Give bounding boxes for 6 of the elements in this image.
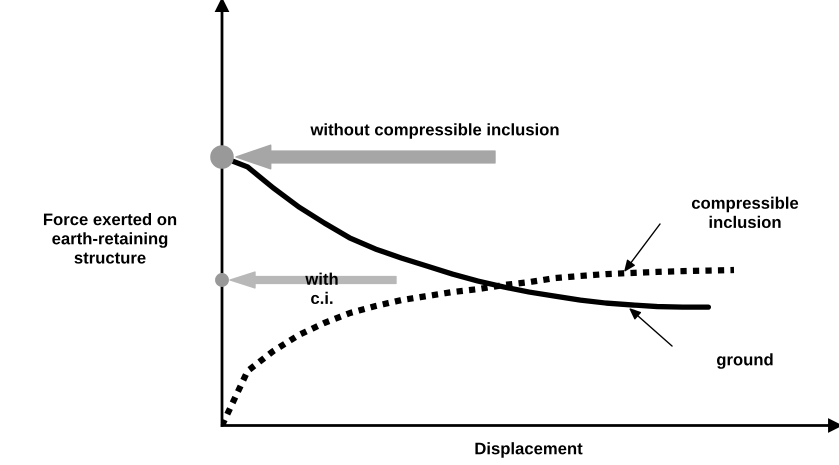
y-axis-title: Force exerted on earth-retaining structure xyxy=(44,213,176,264)
annotation: compressible inclusion xyxy=(692,196,798,228)
x-axis-title: Displacement xyxy=(475,442,582,458)
text: without compressible inclusion xyxy=(310,123,559,139)
annotation: ground xyxy=(716,353,773,369)
annotation: with c.i. xyxy=(305,272,338,304)
